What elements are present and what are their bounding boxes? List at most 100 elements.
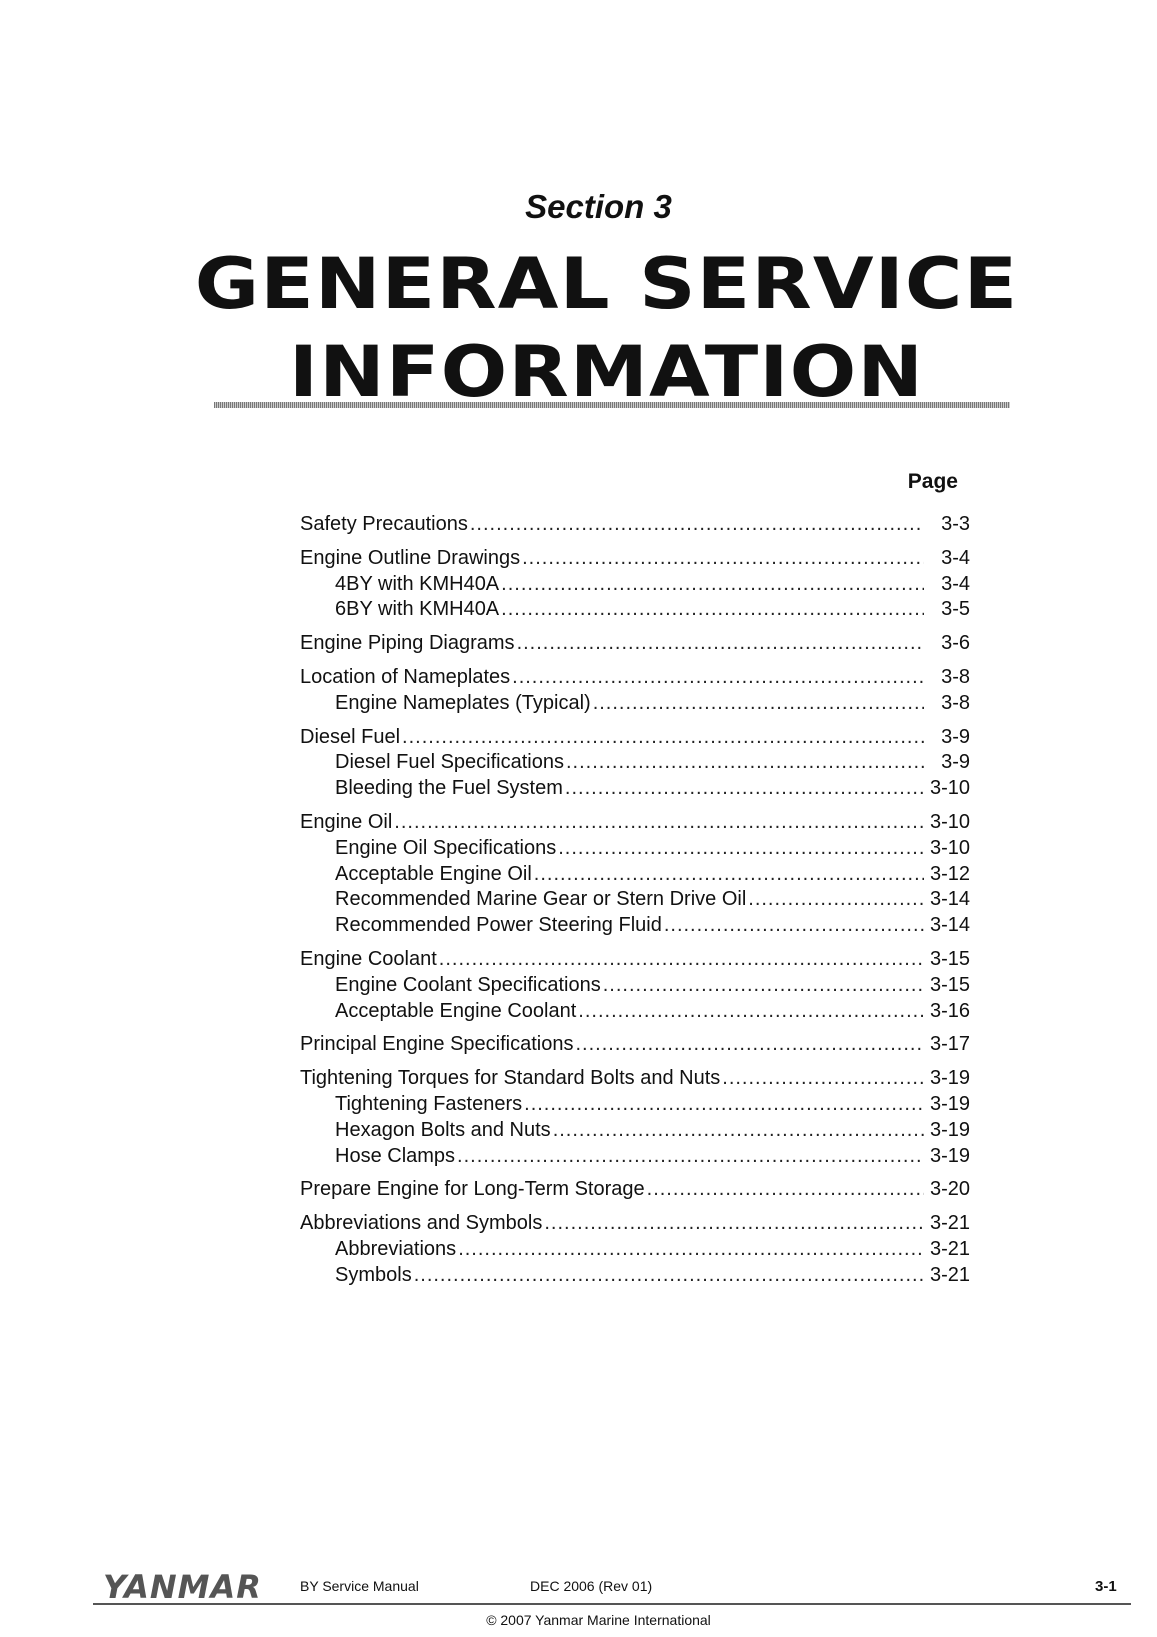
toc-entry-label: Hose Clamps <box>335 1144 456 1167</box>
toc-entry-label: Bleeding the Fuel System <box>335 777 563 800</box>
toc-entry-page: 3-16 <box>929 999 970 1022</box>
toc-entry-page: 3-21 <box>929 1212 970 1235</box>
toc-entry-label: Engine Oil <box>300 810 393 833</box>
yanmar-logo: YANMAR <box>103 1568 262 1606</box>
toc-entry-label: Hexagon Bolts and Nuts <box>335 1118 551 1141</box>
toc-entry-page: 3-14 <box>929 914 970 937</box>
toc-entry-page: 3-19 <box>929 1118 970 1141</box>
toc-entry-label: Recommended Power Steering Fluid <box>335 914 662 937</box>
toc-entry-label: Engine Oil Specifications <box>335 836 557 859</box>
toc-entry[interactable]: Hose Clamps 3-19 <box>300 1144 970 1170</box>
footer-copyright: © 2007 Yanmar Marine International <box>486 1612 711 1628</box>
title-line-2: INFORMATION <box>288 331 925 413</box>
toc-entry[interactable]: Diesel Fuel 3-9 <box>300 725 970 751</box>
toc-entry[interactable]: Symbols 3-21 <box>300 1263 970 1289</box>
dot-leader <box>522 546 924 572</box>
toc-entry-page: 3-20 <box>929 1178 970 1201</box>
dot-leader <box>553 1118 924 1144</box>
toc-entry-page: 3-9 <box>941 751 970 774</box>
toc-entry[interactable]: Recommended Marine Gear or Stern Drive O… <box>300 887 970 913</box>
toc-entry[interactable]: Engine Oil 3-10 <box>300 810 970 836</box>
toc-entry[interactable]: Engine Coolant 3-15 <box>300 947 970 973</box>
toc-entry-label: Safety Precautions <box>300 513 468 535</box>
toc-entry-page: 3-4 <box>941 546 970 569</box>
toc-entry-label: Location of Nameplates <box>300 665 511 688</box>
toc-entry[interactable]: Hexagon Bolts and Nuts 3-19 <box>300 1118 970 1144</box>
toc-entry[interactable]: Engine Outline Drawings 3-4 <box>300 546 970 572</box>
footer-page-number: 3-1 <box>1095 1578 1117 1595</box>
dot-leader <box>603 973 924 999</box>
toc-entry[interactable]: Recommended Power Steering Fluid 3-14 <box>300 913 970 939</box>
dot-leader <box>517 631 924 657</box>
dot-leader <box>402 725 924 751</box>
toc-entry[interactable]: Engine Nameplates (Typical) 3-8 <box>300 691 970 717</box>
toc-entry-label: Tightening Fasteners <box>335 1092 523 1115</box>
toc-entry[interactable]: Abbreviations and Symbols 3-21 <box>300 1211 970 1237</box>
toc-entry-label: Engine Nameplates (Typical) <box>335 691 591 714</box>
dot-leader <box>524 1092 924 1118</box>
toc-entry-label: 6BY with KMH40A <box>335 598 500 621</box>
dot-leader <box>558 836 924 862</box>
toc-entry[interactable]: Diesel Fuel Specifications 3-9 <box>300 750 970 776</box>
dot-leader <box>722 1066 924 1092</box>
toc-entry-label: Engine Outline Drawings <box>300 546 521 569</box>
section-number: Section 3 <box>525 188 672 225</box>
toc-entry[interactable]: Abbreviations 3-21 <box>300 1237 970 1263</box>
page-title: GENERAL SERVICE INFORMATION <box>0 240 1157 416</box>
toc-entry[interactable]: Principal Engine Specifications 3-17 <box>300 1032 970 1058</box>
title-line-1: GENERAL SERVICE <box>194 243 1019 325</box>
dot-leader <box>439 947 924 973</box>
dot-leader <box>512 665 924 691</box>
toc-entry-page: 3-17 <box>929 1033 970 1056</box>
toc-entry-label: Tightening Torques for Standard Bolts an… <box>300 1067 721 1090</box>
dot-leader <box>501 572 924 598</box>
dot-leader <box>748 887 924 913</box>
dot-leader <box>501 597 924 623</box>
toc-entry[interactable]: Bleeding the Fuel System 3-10 <box>300 776 970 802</box>
toc-entry[interactable]: Engine Piping Diagrams 3-6 <box>300 631 970 657</box>
dot-leader <box>394 810 924 836</box>
toc-entry-label: Engine Coolant Specifications <box>335 973 601 996</box>
toc-entry-page: 3-4 <box>941 572 970 595</box>
toc-entry-label: Principal Engine Specifications <box>300 1033 574 1056</box>
toc-entry-label: Diesel Fuel Specifications <box>335 751 564 774</box>
toc-entry[interactable]: 6BY with KMH40A 3-5 <box>300 597 970 623</box>
toc-entry-page: 3-21 <box>929 1263 970 1286</box>
toc-entry-page: 3-15 <box>929 947 970 970</box>
toc-entry[interactable]: Prepare Engine for Long-Term Storage 3-20 <box>300 1177 970 1203</box>
toc-entry-page: 3-21 <box>929 1237 970 1260</box>
toc-entry-page: 3-19 <box>929 1144 970 1167</box>
toc-entry-page: 3-14 <box>929 888 970 911</box>
toc-entry[interactable]: Engine Coolant Specifications 3-15 <box>300 973 970 999</box>
toc-entry[interactable]: Acceptable Engine Coolant 3-16 <box>300 999 970 1025</box>
toc-entry-label: Symbols <box>335 1263 412 1286</box>
dot-leader <box>544 1211 924 1237</box>
toc-entry-label: Acceptable Engine Oil <box>335 862 532 885</box>
title-divider <box>214 402 1010 408</box>
toc-entry-page: 3-10 <box>929 777 970 800</box>
toc-entry-page: 3-10 <box>929 810 970 833</box>
toc-entry-label: 4BY with KMH40A <box>335 572 500 595</box>
toc-entry[interactable]: Tightening Fasteners 3-19 <box>300 1092 970 1118</box>
toc-page-header: Page <box>907 470 958 493</box>
toc-entry[interactable]: Acceptable Engine Oil 3-12 <box>300 862 970 888</box>
footer-manual-title: BY Service Manual <box>300 1578 419 1594</box>
dot-leader <box>470 512 924 538</box>
dot-leader <box>414 1263 924 1289</box>
toc-entry[interactable]: Engine Oil Specifications 3-10 <box>300 836 970 862</box>
toc-entry-page: 3-8 <box>941 691 970 714</box>
footer-divider <box>93 1603 1131 1605</box>
toc-entry-label: Acceptable Engine Coolant <box>335 999 577 1022</box>
toc-entry-page: 3-5 <box>941 598 970 621</box>
toc-entry[interactable]: Tightening Torques for Standard Bolts an… <box>300 1066 970 1092</box>
toc-entry-page: 3-12 <box>929 862 970 885</box>
toc-entry-page: 3-10 <box>929 836 970 859</box>
dot-leader <box>576 1032 925 1058</box>
dot-leader <box>664 913 924 939</box>
toc-entry[interactable]: 4BY with KMH40A 3-4 <box>300 572 970 598</box>
toc-entry-page: 3-6 <box>941 632 970 655</box>
toc-entry[interactable]: Safety Precautions 3-3 <box>300 512 970 538</box>
dot-leader <box>647 1177 924 1203</box>
toc-entry[interactable]: Location of Nameplates 3-8 <box>300 665 970 691</box>
dot-leader <box>534 862 924 888</box>
